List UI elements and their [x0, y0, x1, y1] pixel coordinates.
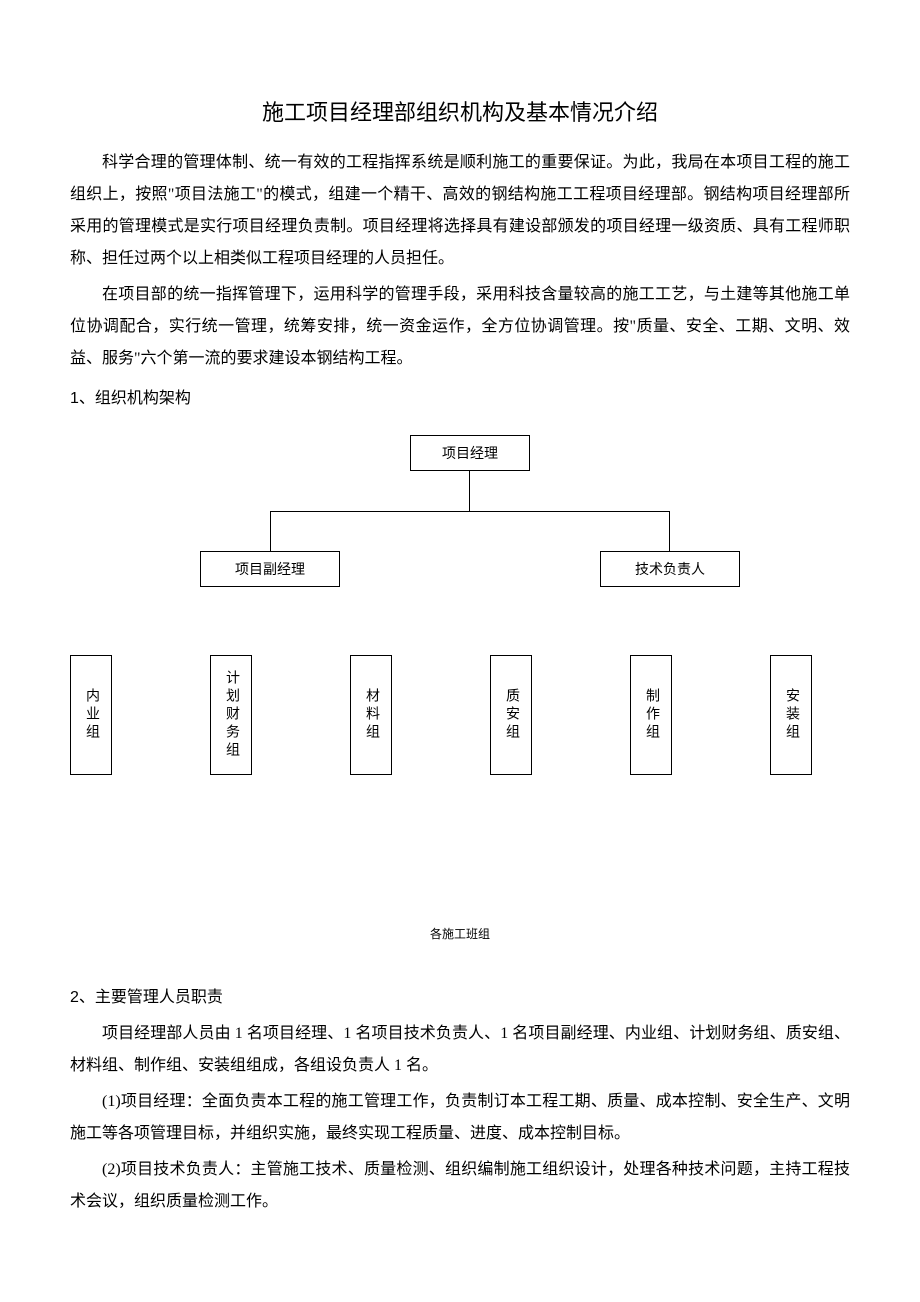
section-2-paragraph-1: 项目经理部人员由 1 名项目经理、1 名项目技术负责人、1 名项目副经理、内业组… [70, 1018, 850, 1082]
org-line [469, 471, 470, 511]
section-2-label: 、主要管理人员职责 [79, 989, 223, 1006]
org-line [270, 511, 670, 512]
org-node-project-manager: 项目经理 [410, 435, 530, 471]
org-node-tech-lead: 技术负责人 [600, 551, 740, 587]
org-node-label: 质安组 [501, 688, 521, 742]
section-1-number: 1 [70, 390, 79, 407]
section-2-paragraph-3: (2)项目技术负责人：主管施工技术、质量检测、组织编制施工组织设计，处理各种技术… [70, 1154, 850, 1218]
org-node-label: 内业组 [81, 688, 101, 742]
section-1-heading: 1、组织机构架构 [70, 383, 850, 415]
document-title: 施工项目经理部组织机构及基本情况介绍 [70, 95, 850, 127]
org-line [669, 511, 670, 551]
org-node-team-3: 材料组 [350, 655, 392, 775]
intro-paragraph-1: 科学合理的管理体制、统一有效的工程指挥系统是顺利施工的重要保证。为此，我局在本项… [70, 147, 850, 275]
org-node-label: 计划财务组 [221, 670, 241, 760]
intro-paragraph-2: 在项目部的统一指挥管理下，运用科学的管理手段，采用科技含量较高的施工工艺，与土建… [70, 279, 850, 375]
org-node-label: 技术负责人 [635, 559, 705, 579]
org-chart-caption: 各施工班组 [70, 925, 850, 942]
org-line [270, 511, 271, 551]
org-node-label: 材料组 [361, 688, 381, 742]
org-node-team-4: 质安组 [490, 655, 532, 775]
org-node-label: 项目副经理 [235, 559, 305, 579]
org-node-label: 项目经理 [442, 443, 498, 463]
org-node-team-5: 制作组 [630, 655, 672, 775]
org-node-label: 制作组 [641, 688, 661, 742]
section-2-heading: 2、主要管理人员职责 [70, 982, 850, 1014]
org-chart: 项目经理 项目副经理 技术负责人 内业组 计划财务组 材料组 质安组 制作组 安… [70, 435, 850, 875]
section-2-number: 2 [70, 989, 79, 1006]
org-node-team-1: 内业组 [70, 655, 112, 775]
org-node-label: 安装组 [781, 688, 801, 742]
org-node-team-6: 安装组 [770, 655, 812, 775]
org-node-team-2: 计划财务组 [210, 655, 252, 775]
org-node-deputy-manager: 项目副经理 [200, 551, 340, 587]
section-1-label: 、组织机构架构 [79, 390, 191, 407]
section-2-paragraph-2: (1)项目经理：全面负责本工程的施工管理工作，负责制订本工程工期、质量、成本控制… [70, 1086, 850, 1150]
